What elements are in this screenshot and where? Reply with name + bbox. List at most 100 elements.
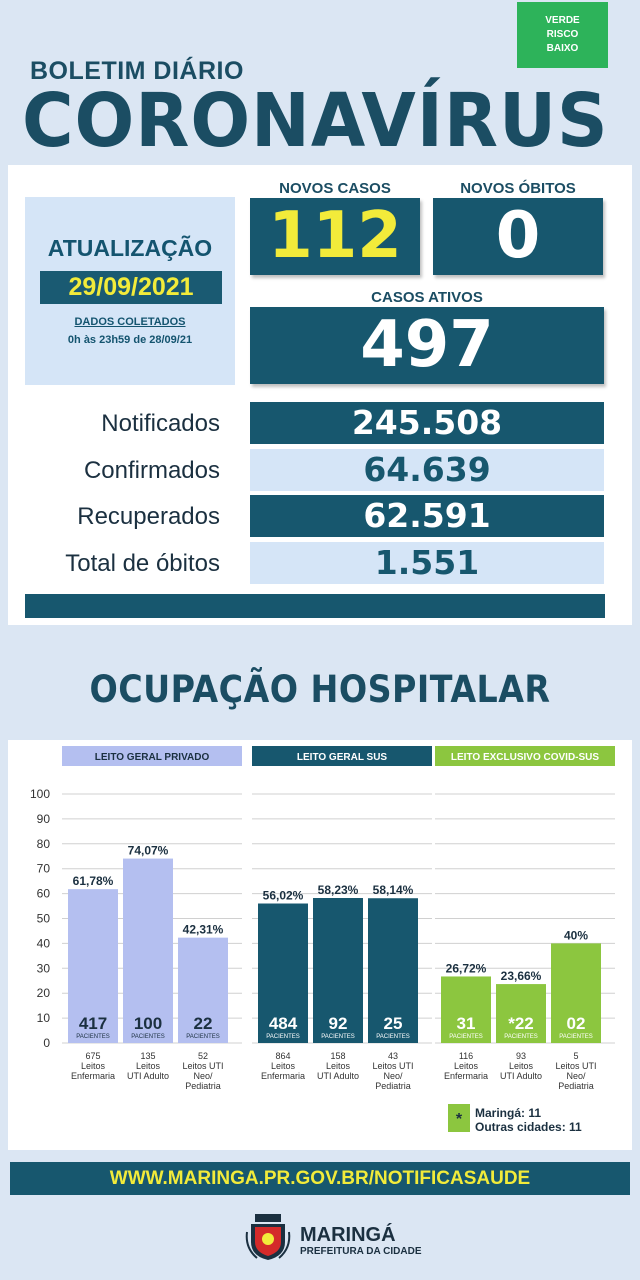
y-tick-label: 40	[37, 936, 51, 950]
note-other-cities: Outras cidades: 11	[475, 1120, 582, 1134]
bar-patients-value: 31	[457, 1014, 476, 1033]
y-tick-label: 70	[37, 862, 51, 876]
bar	[313, 898, 363, 1043]
occupancy-chart-panel: 0 10 20 30 40 50 60 70 80 90 100 LEITO GERAL PRIVAD…	[8, 740, 632, 1150]
y-tick-label: 10	[37, 1011, 51, 1025]
bed-count-label: 43	[388, 1051, 398, 1061]
bed-type-label: UTI Adulto	[127, 1071, 169, 1081]
bar-patients-label: PACIENTES	[449, 1034, 483, 1040]
recovered-value: 62.591	[250, 495, 604, 537]
bed-count-label: 675	[85, 1051, 100, 1061]
confirmed-value: 64.639	[250, 449, 604, 491]
y-tick-label: 90	[37, 812, 51, 826]
bar-patients-value: 02	[567, 1014, 586, 1033]
bed-count-label: 135	[140, 1051, 155, 1061]
group-header-label: LEITO EXCLUSIVO COVID-SUS	[451, 752, 599, 763]
total-deaths-label: Total de óbitos	[65, 550, 220, 577]
bar	[368, 898, 418, 1043]
note-marker	[448, 1104, 470, 1132]
bar	[441, 976, 491, 1043]
occupancy-title: OCUPAÇÃO HOSPITALAR	[89, 668, 551, 711]
bar-patients-label: PACIENTES	[504, 1034, 538, 1040]
bar-patients-value: 22	[194, 1014, 213, 1033]
bar-percent-label: 40%	[564, 928, 588, 942]
y-tick-label: 30	[37, 961, 51, 975]
bar-patients-label: PACIENTES	[76, 1034, 110, 1040]
bar	[551, 943, 601, 1043]
bar	[68, 889, 118, 1043]
bar-percent-label: 42,31%	[183, 923, 224, 937]
bed-type-label: Pediatria	[375, 1081, 411, 1091]
bed-type-label: Leitos UTI	[372, 1061, 413, 1071]
group-header-label: LEITO GERAL SUS	[297, 752, 388, 763]
bed-type-label: UTI Adulto	[317, 1071, 359, 1081]
bed-type-label: Leitos UTI	[182, 1061, 223, 1071]
bar-patients-label: PACIENTES	[376, 1034, 410, 1040]
bed-type-label: Neo/	[566, 1071, 586, 1081]
note-maringa: Maringá: 11	[475, 1106, 541, 1120]
bed-count-label: 158	[330, 1051, 345, 1061]
bar-patients-label: PACIENTES	[266, 1034, 300, 1040]
bar-patients-label: PACIENTES	[321, 1034, 355, 1040]
group-header-bg	[252, 746, 432, 766]
bed-type-label: Pediatria	[558, 1081, 594, 1091]
confirmed-label: Confirmados	[83, 457, 220, 484]
group-header-bg	[435, 746, 615, 766]
y-tick-label: 80	[37, 837, 51, 851]
bed-type-label: Leitos UTI	[555, 1061, 596, 1071]
bulletin-title: CORONAVÍRUS	[22, 78, 609, 164]
bar	[258, 903, 308, 1043]
bed-type-label: Leitos	[136, 1061, 161, 1071]
bed-type-label: Enfermaria	[444, 1071, 488, 1081]
footer-url[interactable]: WWW.MARINGA.PR.GOV.BR/NOTIFICASAUDE	[10, 1162, 630, 1195]
new-deaths-label: NOVOS ÓBITOS	[460, 180, 576, 197]
group-header-label: LEITO GERAL PRIVADO	[95, 752, 210, 763]
bed-type-label: Enfermaria	[71, 1071, 115, 1081]
bar-patients-value: *22	[508, 1014, 534, 1033]
notified-label: Notificados	[101, 410, 220, 437]
asterisk-icon: *	[456, 1111, 463, 1128]
active-cases-label: CASOS ATIVOS	[371, 289, 483, 306]
bar-patients-value: 484	[269, 1014, 298, 1033]
bed-type-label: Neo/	[193, 1071, 213, 1081]
bar-patients-label: PACIENTES	[186, 1034, 220, 1040]
bed-count-label: 116	[459, 1051, 473, 1061]
bar	[123, 858, 173, 1043]
bar-patients-value: 100	[134, 1014, 162, 1033]
bed-type-label: Pediatria	[185, 1081, 221, 1091]
divider-strip	[25, 594, 605, 618]
bar-patients-value: 25	[384, 1014, 403, 1033]
notified-value: 245.508	[250, 402, 604, 444]
bed-type-label: Neo/	[383, 1071, 403, 1081]
data-collected-period: 0h às 23h59 de 28/09/21	[67, 334, 193, 346]
bar-percent-label: 26,72%	[446, 961, 487, 975]
bed-count-label: 5	[573, 1051, 578, 1061]
bar-patients-value: 92	[329, 1014, 348, 1033]
bar	[496, 984, 546, 1043]
new-cases-value: 112	[250, 198, 420, 275]
bed-type-label: Leitos	[326, 1061, 351, 1071]
bed-type-label: Leitos	[271, 1061, 296, 1071]
bed-count-label: 93	[516, 1051, 526, 1061]
recovered-label: Recuperados	[77, 503, 220, 530]
bar	[178, 937, 228, 1043]
bed-type-label: Leitos	[81, 1061, 106, 1071]
new-cases-label: NOVOS CASOS	[279, 180, 391, 197]
bar-percent-label: 56,02%	[263, 889, 304, 903]
bar-patients-label: PACIENTES	[131, 1034, 165, 1040]
bed-type-label: Leitos	[509, 1061, 534, 1071]
city-coat-of-arms-icon	[243, 1212, 293, 1267]
bed-type-label: UTI Adulto	[500, 1071, 542, 1081]
bar-percent-label: 23,66%	[501, 969, 542, 983]
risk-line-3: BAIXO	[546, 43, 579, 54]
risk-line-2: RISCO	[546, 29, 579, 40]
bed-count-label: 52	[198, 1051, 208, 1061]
bar-patients-value: 417	[79, 1014, 107, 1033]
y-tick-label: 50	[37, 912, 51, 926]
y-tick-label: 20	[37, 986, 51, 1000]
risk-level-badge: VERDE RISCO BAIXO	[517, 2, 608, 68]
y-tick-label: 60	[37, 887, 51, 901]
bar-percent-label: 74,07%	[128, 844, 169, 858]
brand-name: MARINGÁ	[300, 1224, 396, 1246]
bulletin-subtitle: BOLETIM DIÁRIO	[30, 57, 244, 85]
